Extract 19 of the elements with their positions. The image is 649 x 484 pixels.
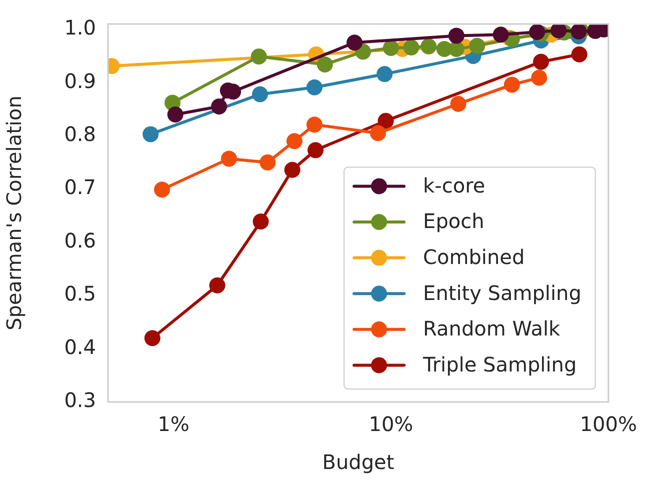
legend-label: Epoch	[423, 209, 484, 234]
legend-label: Triple Sampling	[422, 352, 577, 376]
y-axis-title: Spearman's Correlation	[2, 96, 26, 330]
legend-label: Random Walk	[423, 316, 561, 341]
legend-label: Combined	[423, 245, 525, 270]
y-tick-label: 1.0	[64, 16, 96, 40]
y-tick-label: 0.6	[64, 228, 96, 252]
y-tick-label: 0.5	[64, 282, 96, 306]
legend-label: k-core	[423, 173, 486, 198]
y-tick-label: 0.9	[64, 68, 96, 93]
y-tick-label: 0.7	[64, 175, 96, 200]
legend-label: Entity Sampling	[423, 280, 582, 305]
x-axis-title: Budget	[322, 450, 394, 474]
y-tick-label: 0.8	[64, 122, 96, 146]
y-tick-label: 0.3	[64, 388, 96, 412]
y-tick-label: 0.4	[64, 334, 96, 359]
x-tick-label: 100%	[580, 412, 638, 436]
x-tick-label: 10%	[368, 412, 414, 436]
x-tick-label: 1%	[158, 412, 190, 436]
